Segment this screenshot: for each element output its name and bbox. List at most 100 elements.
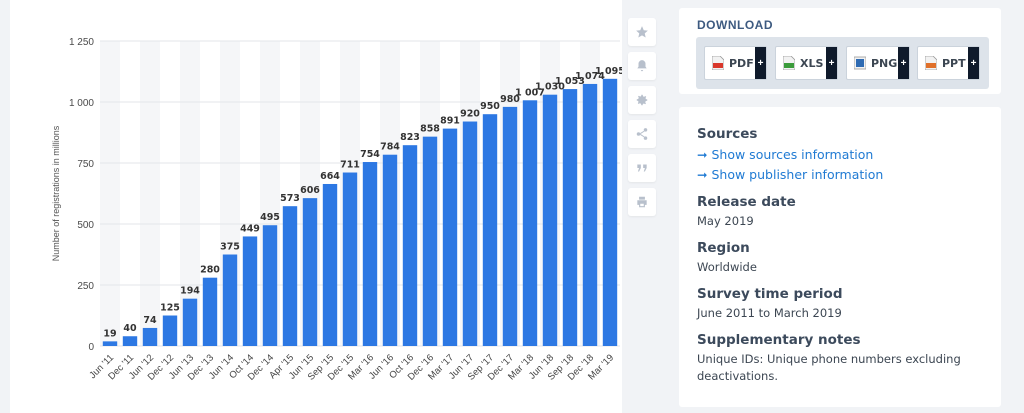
bar <box>282 206 298 346</box>
release-date-heading: Release date <box>697 194 796 210</box>
bar <box>562 89 578 347</box>
bar-value-label: 664 <box>320 171 340 182</box>
bar <box>162 315 178 346</box>
statistic-info-panel: Sources ➞ Show sources information ➞ Show … <box>679 107 1001 407</box>
background-band <box>180 41 200 346</box>
bar-value-label: 40 <box>123 323 137 334</box>
download-pdf-label: PDF <box>729 56 754 70</box>
xls-file-icon <box>782 55 796 71</box>
bar <box>542 94 558 347</box>
bar <box>462 121 478 347</box>
bar-value-label: 754 <box>360 149 380 160</box>
region-section: Region Worldwide <box>697 240 757 276</box>
bar-value-label: 711 <box>340 160 360 171</box>
background-band <box>100 41 120 346</box>
bar-value-label: 1 095 <box>595 66 622 77</box>
bell-icon <box>637 60 647 72</box>
region-value: Worldwide <box>697 260 757 274</box>
bar <box>122 336 138 346</box>
survey-period-value: June 2011 to March 2019 <box>697 306 842 320</box>
survey-period-heading: Survey time period <box>697 286 843 302</box>
download-panel: DOWNLOAD PDF + XLS + PNG + P <box>679 8 1001 94</box>
download-ppt-button[interactable]: PPT + <box>917 46 980 80</box>
download-pdf-plus[interactable]: + <box>755 47 766 79</box>
download-title: DOWNLOAD <box>697 18 773 32</box>
y-tick-label: 500 <box>77 220 94 231</box>
bar <box>302 198 318 346</box>
download-ppt-plus[interactable]: + <box>968 47 979 79</box>
bar-value-label: 891 <box>440 116 460 127</box>
download-xls-plus[interactable]: + <box>826 47 837 79</box>
bar-value-label: 980 <box>500 94 520 105</box>
bar <box>362 162 378 346</box>
print-button[interactable] <box>628 188 656 216</box>
download-ppt-label: PPT <box>942 56 966 70</box>
chart-card: 0 250 500 750 1 000 1 250 Number of registrati… <box>10 0 622 413</box>
bar <box>102 341 118 346</box>
bar <box>482 114 498 346</box>
region-heading: Region <box>697 240 750 256</box>
bar <box>342 172 358 346</box>
gear-icon <box>636 94 648 106</box>
download-pdf-button[interactable]: PDF + <box>704 46 767 80</box>
ppt-file-icon <box>924 55 938 71</box>
sources-section: Sources ➞ Show sources information ➞ Show … <box>697 126 883 185</box>
star-icon <box>636 26 648 38</box>
show-publisher-link[interactable]: ➞ Show publisher information <box>697 165 883 185</box>
bar-value-label: 19 <box>103 328 116 339</box>
y-tick-label: 1 000 <box>69 98 94 109</box>
bar <box>222 254 238 346</box>
y-axis-title: Number of registrations in millions <box>51 125 61 261</box>
chart-toolbar <box>628 18 658 222</box>
bar-value-label: 125 <box>160 303 180 314</box>
supplementary-notes-section: Supplementary notes Unique IDs: Unique p… <box>697 332 977 385</box>
bar-value-label: 1 030 <box>535 82 565 93</box>
quote-icon <box>637 164 647 172</box>
download-png-button[interactable]: PNG + <box>846 46 910 80</box>
notification-button[interactable] <box>628 52 656 80</box>
bar-value-label: 280 <box>200 265 220 276</box>
supplementary-notes-heading: Supplementary notes <box>697 332 861 348</box>
bar-value-label: 375 <box>220 242 240 253</box>
y-tick-label: 750 <box>77 159 94 170</box>
download-xls-label: XLS <box>800 56 824 70</box>
bar <box>502 106 518 346</box>
favorite-button[interactable] <box>628 18 656 46</box>
bar <box>442 128 458 346</box>
bar <box>142 327 158 346</box>
show-sources-link[interactable]: ➞ Show sources information <box>697 145 883 165</box>
bar <box>602 78 618 346</box>
arrow-right-icon: ➞ <box>697 147 708 162</box>
bar-value-label: 950 <box>480 101 500 112</box>
bar <box>262 225 278 346</box>
bar-value-label: 1 074 <box>575 71 605 82</box>
bar <box>582 83 598 346</box>
bar <box>382 154 398 346</box>
download-button-bar: PDF + XLS + PNG + PPT + <box>696 37 989 89</box>
png-file-icon <box>853 56 867 70</box>
background-band <box>140 41 160 346</box>
bar-value-label: 74 <box>143 315 157 326</box>
bar-value-label: 823 <box>400 132 420 143</box>
y-tick-label: 1 250 <box>69 37 94 48</box>
download-xls-button[interactable]: XLS + <box>775 46 838 80</box>
bar-value-label: 858 <box>420 124 440 135</box>
bar-value-label: 606 <box>300 185 320 196</box>
show-sources-label: Show sources information <box>711 147 874 162</box>
bar-chart: 0 250 500 750 1 000 1 250 Number of registrati… <box>51 37 622 383</box>
sources-heading: Sources <box>697 126 758 142</box>
supplementary-notes-value: Unique IDs: Unique phone numbers excludi… <box>697 352 961 383</box>
bar-value-label: 194 <box>180 286 200 297</box>
settings-button[interactable] <box>628 86 656 114</box>
bar <box>202 277 218 346</box>
print-icon <box>637 196 647 208</box>
bar <box>522 100 538 347</box>
bar-value-label: 920 <box>460 109 480 120</box>
cite-button[interactable] <box>628 154 656 182</box>
download-png-plus[interactable]: + <box>898 47 909 79</box>
arrow-right-icon: ➞ <box>697 167 708 182</box>
share-button[interactable] <box>628 120 656 148</box>
bar-value-label: 573 <box>280 193 300 204</box>
survey-period-section: Survey time period June 2011 to March 20… <box>697 286 843 322</box>
share-icon <box>636 128 648 140</box>
